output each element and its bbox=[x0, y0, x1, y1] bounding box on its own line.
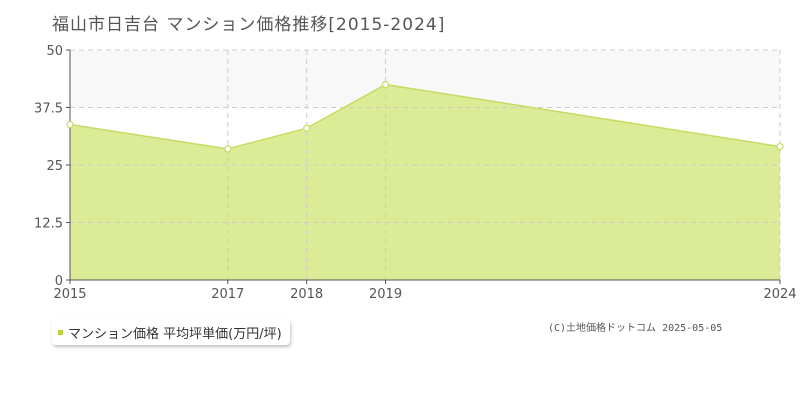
x-tick-label: 2024 bbox=[763, 287, 796, 302]
series-area bbox=[70, 84, 780, 280]
data-point bbox=[303, 124, 311, 132]
x-tick-label: 2018 bbox=[290, 287, 323, 302]
y-tick-label: 12.5 bbox=[34, 217, 63, 232]
x-tick-label: 2015 bbox=[53, 287, 86, 302]
data-point bbox=[381, 80, 390, 89]
data-point bbox=[776, 143, 784, 151]
y-tick-label: 37.5 bbox=[34, 102, 63, 117]
y-tick-label: 50 bbox=[46, 44, 63, 59]
data-point bbox=[224, 145, 232, 153]
legend: マンション価格 平均坪単価(万円/坪) bbox=[52, 319, 290, 345]
y-tick-label: 0 bbox=[55, 274, 63, 289]
legend-marker-icon bbox=[58, 329, 63, 335]
x-tick-label: 2017 bbox=[211, 287, 244, 302]
x-tick-label: 2019 bbox=[369, 287, 402, 302]
data-point bbox=[66, 120, 74, 129]
y-tick-label: 25 bbox=[46, 159, 63, 174]
copyright-text: (C)土地価格ドットコム 2025-05-05 bbox=[548, 323, 723, 334]
legend-label: マンション価格 平均坪単価(万円/坪) bbox=[68, 326, 282, 342]
chart-title: 福山市日吉台 マンション価格推移[2015-2024] bbox=[52, 15, 446, 35]
